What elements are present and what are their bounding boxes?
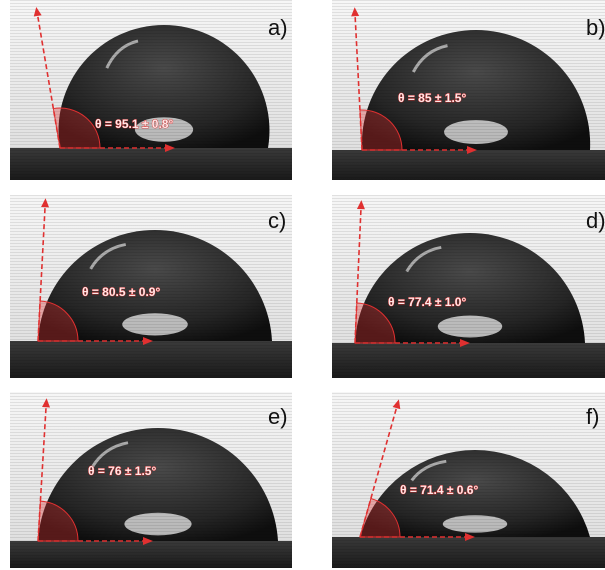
angle-text: θ = 76 ± 1.5°	[88, 464, 156, 478]
panel-label: e)	[268, 404, 288, 429]
figure: θ = 95.1 ± 0.8° a) θ = 85 ± 1.5° b) θ = 80.5…	[0, 0, 605, 570]
panel: θ = 77.4 ± 1.0° d)	[332, 195, 605, 378]
stripes	[10, 0, 292, 180]
panel-label: f)	[586, 404, 599, 429]
panel: θ = 71.4 ± 0.6° f)	[332, 392, 605, 568]
angle-text: θ = 71.4 ± 0.6°	[400, 483, 478, 497]
angle-text: θ = 77.4 ± 1.0°	[388, 295, 466, 309]
stripes	[332, 392, 605, 568]
angle-text: θ = 95.1 ± 0.8°	[95, 117, 173, 131]
panel-label: a)	[268, 15, 288, 40]
panel: θ = 95.1 ± 0.8° a)	[10, 0, 292, 180]
panel-label: c)	[268, 208, 286, 233]
stripes	[332, 195, 605, 378]
panel-label: d)	[586, 208, 605, 233]
angle-text: θ = 85 ± 1.5°	[398, 91, 466, 105]
panel: θ = 76 ± 1.5° e)	[10, 392, 292, 568]
panel-label: b)	[586, 15, 605, 40]
panel: θ = 85 ± 1.5° b)	[332, 0, 605, 180]
angle-text: θ = 80.5 ± 0.9°	[82, 285, 160, 299]
panel: θ = 80.5 ± 0.9° c)	[10, 195, 292, 378]
